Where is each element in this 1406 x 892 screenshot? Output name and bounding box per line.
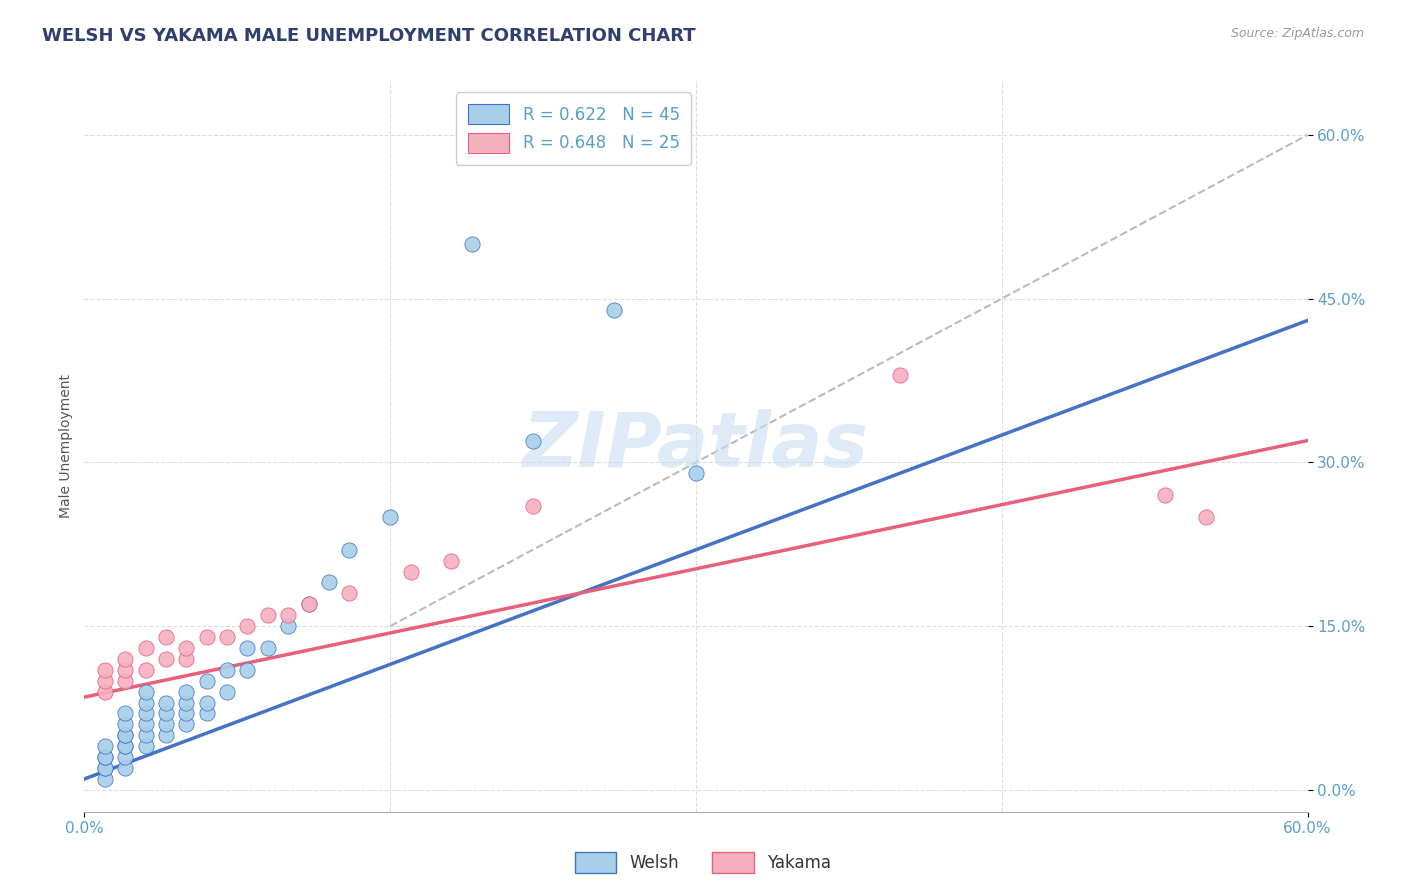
- Legend: R = 0.622   N = 45, R = 0.648   N = 25: R = 0.622 N = 45, R = 0.648 N = 25: [456, 92, 692, 165]
- Point: [93, 739, 115, 754]
- Point: [339, 586, 361, 600]
- Point: [236, 619, 259, 633]
- Point: [174, 696, 197, 710]
- Point: [114, 706, 136, 721]
- Point: [114, 728, 136, 742]
- Point: [174, 717, 197, 731]
- Point: [114, 663, 136, 677]
- Point: [440, 554, 463, 568]
- Point: [217, 663, 239, 677]
- Point: [135, 696, 157, 710]
- Point: [135, 706, 157, 721]
- Point: [93, 750, 115, 764]
- Point: [522, 499, 544, 513]
- Legend: Welsh, Yakama: Welsh, Yakama: [568, 846, 838, 880]
- Point: [236, 640, 259, 655]
- Point: [114, 750, 136, 764]
- Point: [155, 652, 177, 666]
- Point: [339, 542, 361, 557]
- Point: [135, 739, 157, 754]
- Point: [114, 673, 136, 688]
- Point: [298, 597, 321, 611]
- Point: [155, 630, 177, 644]
- Point: [522, 434, 544, 448]
- Point: [114, 739, 136, 754]
- Point: [257, 608, 280, 623]
- Point: [114, 728, 136, 742]
- Point: [114, 652, 136, 666]
- Point: [603, 302, 626, 317]
- Point: [195, 696, 218, 710]
- Point: [298, 597, 321, 611]
- Point: [155, 696, 177, 710]
- Point: [174, 640, 197, 655]
- Point: [93, 761, 115, 775]
- Point: [174, 652, 197, 666]
- Point: [93, 673, 115, 688]
- Point: [135, 717, 157, 731]
- Point: [1195, 510, 1218, 524]
- Point: [174, 684, 197, 698]
- Y-axis label: Male Unemployment: Male Unemployment: [59, 374, 73, 518]
- Text: WELSH VS YAKAMA MALE UNEMPLOYMENT CORRELATION CHART: WELSH VS YAKAMA MALE UNEMPLOYMENT CORREL…: [42, 27, 696, 45]
- Point: [114, 761, 136, 775]
- Point: [195, 706, 218, 721]
- Point: [195, 630, 218, 644]
- Point: [93, 750, 115, 764]
- Point: [135, 728, 157, 742]
- Point: [318, 575, 340, 590]
- Point: [114, 717, 136, 731]
- Point: [93, 761, 115, 775]
- Point: [174, 706, 197, 721]
- Point: [399, 565, 422, 579]
- Point: [461, 237, 484, 252]
- Point: [195, 673, 218, 688]
- Point: [155, 728, 177, 742]
- Point: [257, 640, 280, 655]
- Point: [889, 368, 911, 382]
- Point: [155, 706, 177, 721]
- Point: [277, 608, 299, 623]
- Point: [380, 510, 402, 524]
- Point: [236, 663, 259, 677]
- Point: [685, 467, 707, 481]
- Point: [135, 663, 157, 677]
- Point: [277, 619, 299, 633]
- Text: ZIPatlas: ZIPatlas: [523, 409, 869, 483]
- Point: [1154, 488, 1177, 502]
- Point: [93, 663, 115, 677]
- Point: [155, 717, 177, 731]
- Point: [93, 772, 115, 786]
- Text: Source: ZipAtlas.com: Source: ZipAtlas.com: [1230, 27, 1364, 40]
- Point: [114, 739, 136, 754]
- Point: [135, 684, 157, 698]
- Point: [217, 684, 239, 698]
- Point: [135, 640, 157, 655]
- Point: [217, 630, 239, 644]
- Point: [93, 684, 115, 698]
